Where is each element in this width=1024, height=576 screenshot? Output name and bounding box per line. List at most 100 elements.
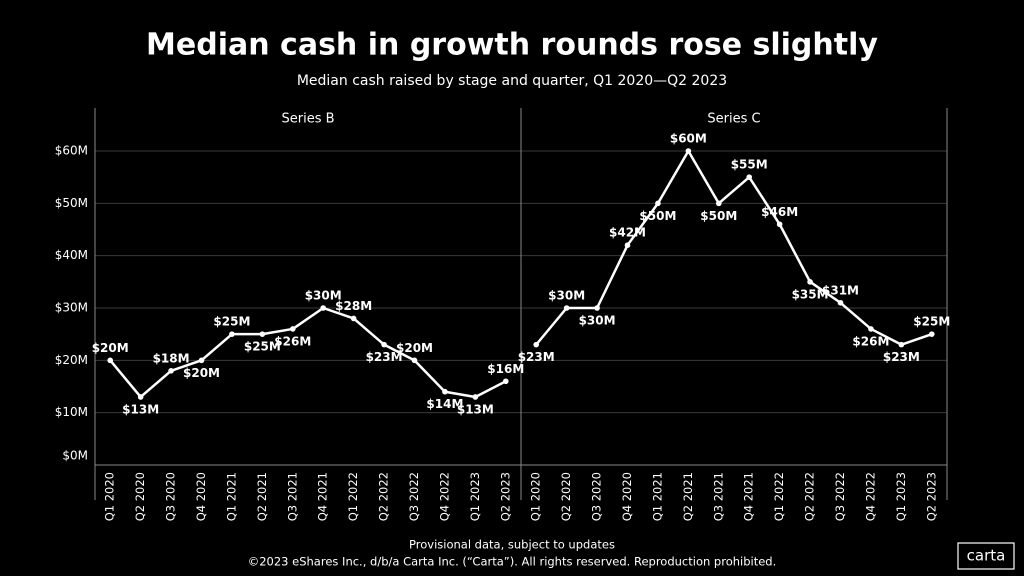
point: [229, 331, 235, 337]
x-tick-label: Q3 2021: [711, 472, 725, 521]
x-tick-label: Q4 2020: [194, 472, 208, 521]
data-label: $50M: [700, 209, 737, 223]
point: [533, 341, 540, 348]
x-tick-label: Q3 2022: [833, 472, 847, 521]
point: [807, 279, 813, 285]
data-label: $26M: [852, 334, 889, 348]
data-label: $16M: [487, 362, 524, 376]
x-tick-label: Q3 2021: [285, 472, 299, 521]
x-tick-label: Q2 2020: [559, 472, 573, 521]
point: [837, 299, 844, 306]
point: [624, 242, 631, 248]
x-tick-label: Q4 2021: [316, 472, 330, 521]
x-tick-label: Q2 2021: [681, 472, 695, 521]
y-tick-label: $40M: [55, 248, 88, 262]
point: [259, 331, 266, 337]
data-label: $60M: [670, 132, 707, 146]
data-label: $20M: [183, 366, 220, 380]
x-tick-label: Q3 2020: [590, 472, 604, 521]
data-label: $25M: [244, 340, 281, 354]
point: [715, 200, 722, 207]
title: Median cash in growth rounds rose slight…: [146, 28, 878, 63]
logo-box: [957, 542, 1015, 570]
x-tick-label: Q1 2020: [103, 472, 117, 521]
y-tick-label: $60M: [55, 144, 88, 158]
panel-title: Series B: [281, 112, 334, 127]
point: [655, 200, 661, 207]
data-label: $14M: [426, 397, 463, 411]
point: [472, 394, 479, 400]
y-tick-label: $0M: [62, 449, 88, 463]
x-tick-label: Q1 2020: [529, 472, 543, 521]
data-label: $35M: [792, 287, 829, 301]
point: [289, 326, 296, 332]
point: [442, 388, 448, 395]
data-label: $46M: [761, 205, 798, 219]
line: [535, 149, 933, 346]
data-label: $23M: [883, 350, 920, 364]
x-tick-label: Q4 2020: [620, 472, 634, 521]
data-label: $25M: [913, 315, 950, 329]
x-tick-label: Q3 2022: [407, 472, 421, 521]
point: [168, 368, 174, 374]
point: [137, 394, 144, 400]
data-label: $23M: [518, 350, 555, 364]
logo: carta: [967, 547, 1006, 565]
x-tick-label: Q4 2022: [863, 472, 877, 521]
point: [411, 357, 418, 364]
x-tick-label: Q2 2023: [924, 472, 938, 521]
x-tick-label: Q4 2022: [437, 472, 451, 521]
x-tick-label: Q2 2021: [255, 472, 269, 521]
data-label: $20M: [396, 341, 433, 355]
x-tick-label: Q1 2023: [468, 472, 482, 521]
data-label: $42M: [609, 226, 646, 240]
x-tick-label: Q1 2021: [224, 472, 238, 521]
data-label: $13M: [122, 402, 159, 416]
point: [928, 331, 935, 337]
data-label: $18M: [153, 351, 190, 365]
x-tick-label: Q1 2022: [772, 472, 786, 521]
x-tick-label: Q3 2020: [164, 472, 178, 521]
point: [350, 315, 357, 322]
data-label: $25M: [213, 315, 250, 329]
y-tick-label: $10M: [55, 405, 88, 419]
point: [563, 305, 570, 311]
y-tick-label: $50M: [55, 196, 88, 210]
point: [685, 148, 692, 154]
point: [502, 378, 509, 385]
x-tick-label: Q1 2023: [894, 472, 908, 521]
y-tick-label: $30M: [55, 301, 88, 315]
data-label: $30M: [305, 289, 342, 303]
line: [109, 306, 507, 399]
data-label: $23M: [366, 350, 403, 364]
x-tick-label: Q2 2022: [803, 472, 817, 521]
point: [776, 221, 783, 228]
panel-title: Series C: [707, 112, 760, 127]
point: [868, 326, 874, 332]
data-label: $20M: [92, 341, 129, 355]
data-label: $55M: [731, 158, 768, 172]
point: [898, 341, 905, 348]
note: Provisional data, subject to updates: [409, 538, 615, 552]
x-tick-label: Q2 2023: [498, 472, 512, 521]
point: [198, 357, 205, 364]
x-tick-label: Q1 2021: [650, 472, 664, 521]
data-label: $30M: [548, 289, 585, 303]
point: [381, 341, 387, 348]
y-tick-label: $20M: [55, 353, 88, 367]
point: [594, 305, 600, 311]
x-tick-label: Q2 2020: [133, 472, 147, 521]
data-label: $28M: [335, 299, 372, 313]
point: [107, 357, 114, 364]
data-label: $13M: [457, 402, 494, 416]
subtitle: Median cash raised by stage and quarter,…: [297, 73, 727, 89]
x-tick-label: Q2 2022: [377, 472, 391, 521]
x-tick-label: Q1 2022: [346, 472, 360, 521]
data-label: $30M: [579, 314, 616, 328]
data-label: $50M: [639, 209, 676, 223]
data-label: $26M: [274, 334, 311, 348]
x-tick-label: Q4 2021: [742, 472, 756, 521]
point: [320, 305, 327, 311]
copyright: ©2023 eShares Inc., d/b/a Carta Inc. (“C…: [248, 555, 777, 569]
